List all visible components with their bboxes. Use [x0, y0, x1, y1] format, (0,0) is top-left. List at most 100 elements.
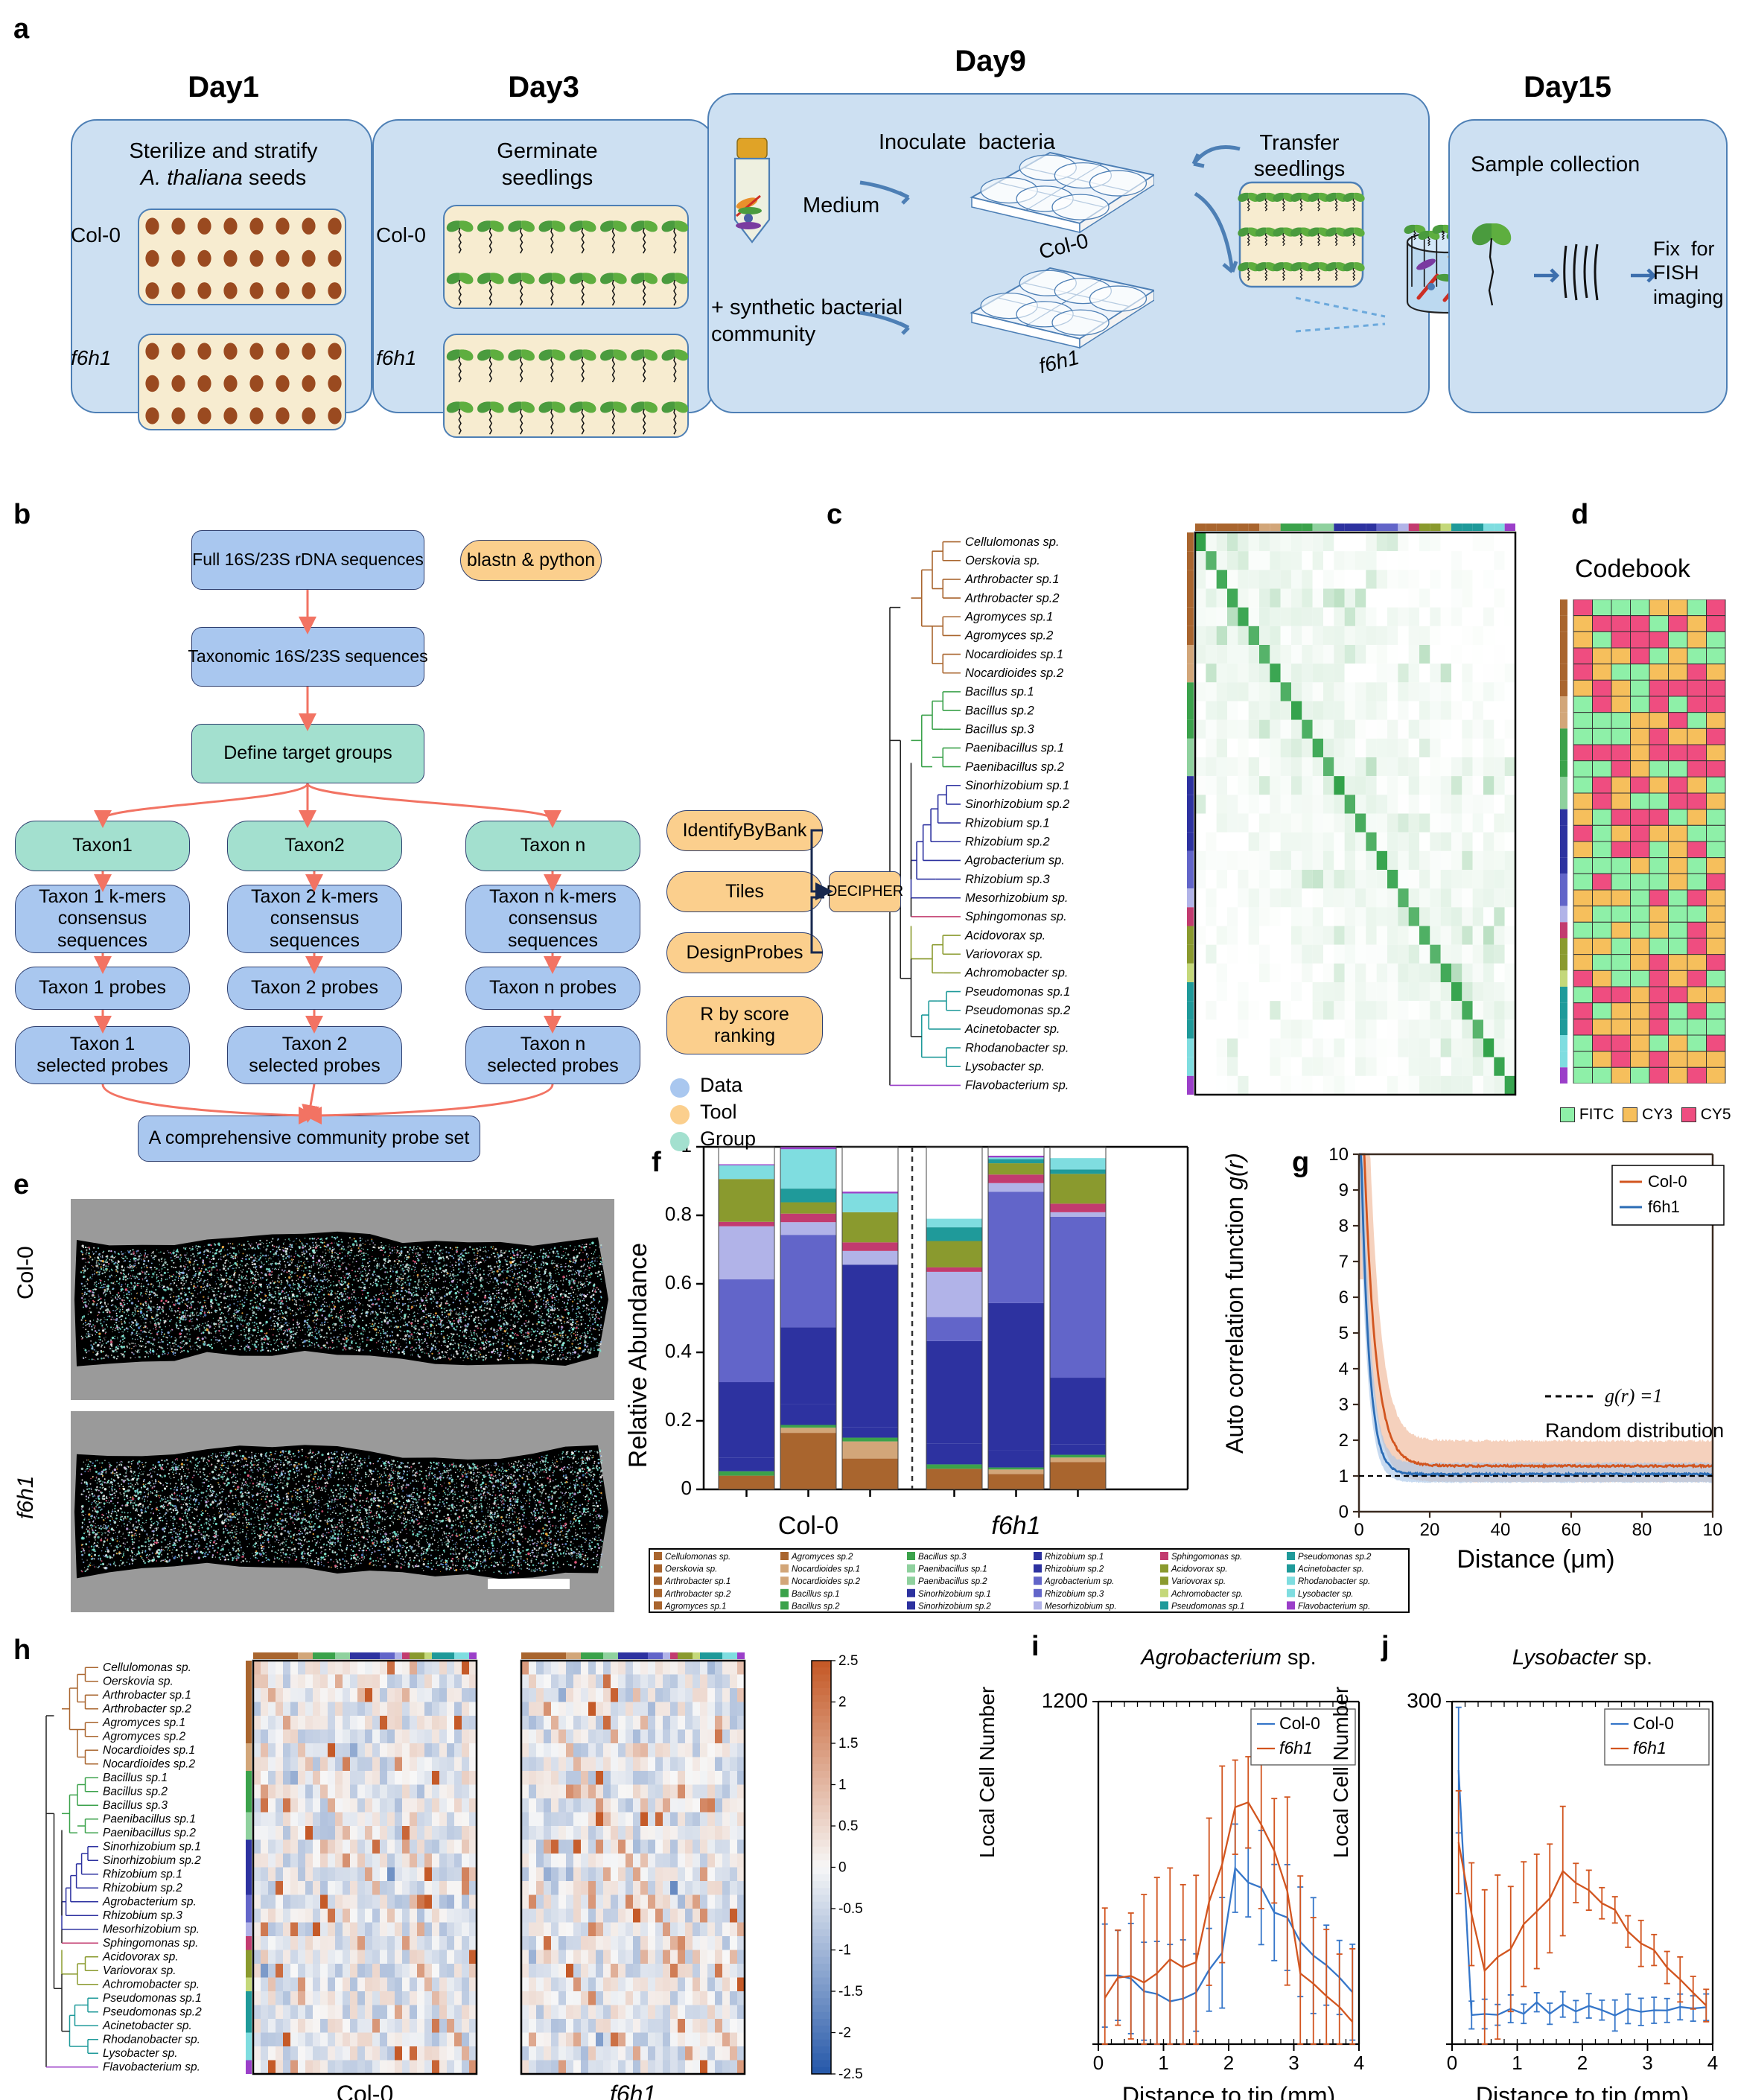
svg-text:Variovorax sp.: Variovorax sp.: [103, 1964, 176, 1977]
svg-text:Agromyces sp.1: Agromyces sp.1: [102, 1716, 185, 1729]
svg-text:3: 3: [1288, 2052, 1299, 2074]
svg-text:2: 2: [1577, 2052, 1588, 2074]
svg-text:1: 1: [1339, 1466, 1349, 1486]
svg-text:Pseudomonas sp.1: Pseudomonas sp.1: [1171, 1602, 1244, 1611]
svg-text:1: 1: [1512, 2052, 1522, 2074]
svg-text:Achromobacter sp.: Achromobacter sp.: [102, 1979, 200, 1991]
svg-text:Mesorhizobium sp.: Mesorhizobium sp.: [1045, 1602, 1117, 1611]
svg-text:Nocardioides sp.1: Nocardioides sp.1: [792, 1565, 860, 1574]
svg-text:Acidovorax sp.: Acidovorax sp.: [102, 1951, 179, 1964]
svg-text:Cellulomonas sp.: Cellulomonas sp.: [103, 1661, 191, 1674]
svg-text:40: 40: [1491, 1520, 1511, 1540]
svg-text:3: 3: [1339, 1395, 1349, 1415]
svg-text:Sphingomonas sp.: Sphingomonas sp.: [103, 1937, 198, 1950]
svg-text:Agromyces sp.2: Agromyces sp.2: [102, 1731, 186, 1743]
svg-text:Bacillus sp.1: Bacillus sp.1: [103, 1772, 168, 1784]
svg-text:5: 5: [1339, 1323, 1349, 1343]
svg-text:Acidovorax sp.: Acidovorax sp.: [1171, 1565, 1227, 1574]
svg-text:Nocardioides sp.1: Nocardioides sp.1: [103, 1744, 195, 1757]
svg-text:Paenibacillus sp.2: Paenibacillus sp.2: [918, 1577, 987, 1586]
svg-text:2: 2: [1223, 2052, 1234, 2074]
svg-text:0: 0: [1093, 2052, 1104, 2074]
svg-text:Bacillus sp.3: Bacillus sp.3: [918, 1553, 967, 1562]
svg-text:Sinorhizobium sp.2: Sinorhizobium sp.2: [103, 1854, 201, 1867]
svg-text:60: 60: [1562, 1520, 1582, 1540]
svg-text:Agrobacterium sp.: Agrobacterium sp.: [102, 1896, 197, 1909]
svg-text:Bacillus sp.2: Bacillus sp.2: [792, 1602, 840, 1611]
svg-text:Achromobacter sp.: Achromobacter sp.: [1171, 1590, 1244, 1599]
svg-text:8: 8: [1339, 1216, 1349, 1236]
svg-text:Sinorhizobium sp.1: Sinorhizobium sp.1: [103, 1841, 201, 1854]
svg-text:Nocardioides sp.2: Nocardioides sp.2: [103, 1758, 195, 1771]
svg-text:Oerskovia sp.: Oerskovia sp.: [103, 1676, 174, 1688]
svg-text:Rhizobium sp.2: Rhizobium sp.2: [103, 1882, 182, 1894]
svg-text:20: 20: [1420, 1520, 1440, 1540]
svg-text:Oerskovia sp.: Oerskovia sp.: [665, 1565, 717, 1574]
svg-text:Agrobacterium sp.: Agrobacterium sp.: [1044, 1577, 1114, 1586]
svg-text:Col-0: Col-0: [778, 1512, 838, 1540]
svg-text:Rhizobium sp.2: Rhizobium sp.2: [1045, 1565, 1104, 1574]
svg-text:0: 0: [1447, 2052, 1457, 2074]
svg-text:Arthrobacter sp.1: Arthrobacter sp.1: [664, 1577, 730, 1586]
svg-text:Agromyces sp.1: Agromyces sp.1: [664, 1602, 726, 1611]
svg-text:10: 10: [1703, 1520, 1723, 1540]
svg-text:Bacillus sp.1: Bacillus sp.1: [792, 1590, 840, 1599]
svg-text:0: 0: [1339, 1502, 1349, 1522]
svg-text:Variovorax sp.: Variovorax sp.: [1171, 1577, 1226, 1586]
svg-text:10: 10: [1328, 1145, 1349, 1165]
svg-text:Cellulomonas sp.: Cellulomonas sp.: [665, 1553, 730, 1562]
svg-text:Rhizobium sp.3: Rhizobium sp.3: [1045, 1590, 1104, 1599]
svg-text:Rhizobium sp.1: Rhizobium sp.1: [103, 1868, 182, 1881]
svg-text:Rhizobium sp.3: Rhizobium sp.3: [103, 1909, 182, 1922]
svg-text:Lysobacter sp.: Lysobacter sp.: [103, 2047, 178, 2060]
svg-text:Sinorhizobium sp.2: Sinorhizobium sp.2: [918, 1602, 991, 1611]
svg-text:1.5: 1.5: [838, 1736, 858, 1751]
svg-text:300: 300: [1407, 1689, 1442, 1712]
svg-text:1: 1: [838, 1778, 847, 1793]
svg-text:2: 2: [838, 1695, 847, 1711]
svg-text:Distance to tip (mm): Distance to tip (mm): [1476, 2082, 1689, 2100]
svg-text:Acinetobacter sp.: Acinetobacter sp.: [102, 2020, 192, 2032]
svg-text:Distance (μm): Distance (μm): [1457, 1545, 1614, 1574]
svg-text:1200: 1200: [1042, 1689, 1088, 1712]
svg-text:Rhizobium sp.1: Rhizobium sp.1: [1045, 1553, 1104, 1562]
svg-text:0: 0: [681, 1477, 692, 1499]
svg-text:Mesorhizobium sp.: Mesorhizobium sp.: [103, 1924, 200, 1936]
svg-text:Arthrobacter sp.1: Arthrobacter sp.1: [102, 1689, 191, 1702]
svg-text:Bacillus sp.3: Bacillus sp.3: [103, 1799, 168, 1812]
svg-text:-2: -2: [838, 2026, 851, 2041]
svg-text:Paenibacillus sp.1: Paenibacillus sp.1: [103, 1813, 196, 1826]
svg-text:f6h1: f6h1: [1279, 1738, 1313, 1757]
svg-text:-1.5: -1.5: [838, 1984, 863, 1999]
svg-text:-2.5: -2.5: [838, 2066, 863, 2082]
svg-text:0: 0: [838, 1860, 847, 1876]
svg-text:Flavobacterium sp.: Flavobacterium sp.: [103, 2061, 200, 2074]
svg-text:4: 4: [1707, 2052, 1718, 2074]
svg-text:Sphingomonas sp.: Sphingomonas sp.: [1171, 1553, 1242, 1562]
svg-text:g(r) =1: g(r) =1: [1605, 1385, 1662, 1407]
svg-text:Agromyces sp.2: Agromyces sp.2: [791, 1553, 853, 1562]
svg-text:80: 80: [1632, 1520, 1652, 1540]
svg-text:-0.5: -0.5: [838, 1901, 863, 1917]
svg-text:4: 4: [1339, 1359, 1349, 1379]
svg-text:f6h1: f6h1: [1633, 1738, 1667, 1757]
svg-text:Paenibacillus sp.2: Paenibacillus sp.2: [103, 1827, 196, 1839]
svg-text:Col-0: Col-0: [337, 2081, 393, 2100]
svg-text:Random distribution: Random distribution: [1545, 1419, 1724, 1442]
svg-text:Nocardioides sp.2: Nocardioides sp.2: [792, 1577, 861, 1586]
svg-text:2.5: 2.5: [838, 1653, 858, 1669]
svg-text:6: 6: [1339, 1288, 1349, 1308]
svg-text:9: 9: [1339, 1180, 1349, 1200]
svg-text:-1: -1: [838, 1943, 851, 1959]
svg-text:7: 7: [1339, 1252, 1349, 1272]
svg-text:0: 0: [1354, 1520, 1363, 1540]
svg-text:Col-0: Col-0: [1279, 1714, 1320, 1733]
svg-text:Pseudomonas sp.2: Pseudomonas sp.2: [103, 2006, 202, 2019]
svg-text:Sinorhizobium sp.1: Sinorhizobium sp.1: [918, 1590, 991, 1599]
svg-text:f6h1: f6h1: [991, 1512, 1040, 1540]
svg-text:Agrobacterium sp.: Agrobacterium sp.: [1139, 1646, 1316, 1670]
svg-text:Bacillus sp.2: Bacillus sp.2: [103, 1786, 168, 1798]
svg-text:Col-0: Col-0: [1633, 1714, 1674, 1733]
svg-text:Arthrobacter sp.2: Arthrobacter sp.2: [102, 1703, 191, 1716]
svg-text:Pseudomonas sp.1: Pseudomonas sp.1: [103, 1992, 202, 2005]
